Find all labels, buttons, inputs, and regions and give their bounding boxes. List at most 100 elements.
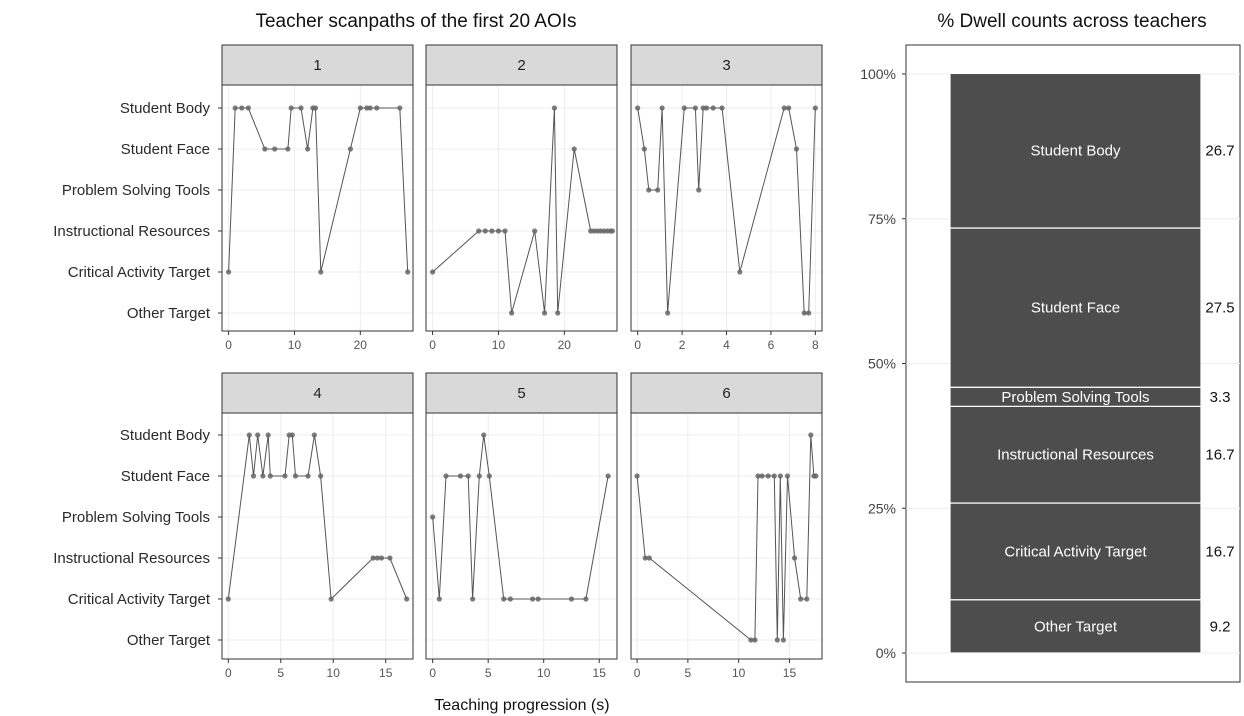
scanpath-point bbox=[642, 555, 648, 561]
y-tick-label: Student Body bbox=[120, 427, 211, 444]
scanpath-point bbox=[245, 105, 251, 111]
scanpath-point bbox=[812, 105, 818, 111]
scanpath-point bbox=[239, 105, 245, 111]
scanpath-point bbox=[646, 187, 652, 193]
x-tick-label: 15 bbox=[593, 666, 607, 680]
segment-label: Critical Activity Target bbox=[1004, 543, 1147, 560]
scanpath-point bbox=[318, 269, 324, 275]
scanpath-point bbox=[541, 310, 548, 316]
right-chart-title: % Dwell counts across teachers bbox=[937, 11, 1206, 32]
facet-strip-label: 2 bbox=[517, 57, 525, 74]
x-tick-label: 0 bbox=[225, 666, 232, 680]
scanpath-point bbox=[804, 596, 810, 602]
scanpath-point bbox=[265, 432, 271, 438]
facet-panel-4: 4 Student Body Student Face Problem Solving… bbox=[53, 372, 414, 680]
scanpath-point bbox=[374, 555, 380, 561]
scanpath-point bbox=[781, 105, 787, 111]
facet-strip-label: 1 bbox=[313, 57, 321, 74]
y-tick-label: Instructional Resources bbox=[53, 550, 210, 567]
scanpath-point bbox=[759, 473, 765, 479]
x-tick-label: 5 bbox=[485, 666, 492, 680]
facet-panel-3: 3 0 2 4 6 8 bbox=[630, 44, 823, 352]
scanpath-point bbox=[692, 105, 699, 111]
scanpath-point bbox=[813, 473, 819, 479]
scanpath-point bbox=[481, 432, 487, 438]
bar-segment bbox=[949, 405, 1202, 504]
scanpath-point bbox=[357, 105, 363, 111]
scanpath-point bbox=[801, 310, 807, 316]
scanpath-facets: 1 Student Body Student Face Problem Solving… bbox=[53, 44, 823, 680]
bar-segment bbox=[949, 72, 1202, 229]
scanpath-point bbox=[374, 105, 380, 111]
scanpath-point bbox=[225, 596, 231, 602]
scanpath-point bbox=[429, 269, 436, 275]
scanpath-point bbox=[665, 310, 671, 316]
facet-border bbox=[630, 412, 823, 660]
scanpath-point bbox=[571, 146, 577, 152]
segment-value: 3.3 bbox=[1210, 389, 1231, 406]
scanpath-point bbox=[786, 105, 792, 111]
facet-border bbox=[221, 412, 414, 660]
scanpath-point bbox=[784, 473, 791, 479]
scanpath-point bbox=[436, 596, 442, 602]
x-tick-label: 10 bbox=[288, 338, 302, 352]
x-tick-label: 0 bbox=[634, 666, 641, 680]
scanpath-point bbox=[774, 637, 780, 643]
scanpath-point bbox=[260, 473, 266, 479]
y-tick-label: 100% bbox=[860, 66, 896, 82]
scanpath-point bbox=[232, 105, 238, 111]
scanpath-point bbox=[655, 187, 661, 193]
bar-segment bbox=[949, 502, 1202, 601]
scanpath-point bbox=[641, 146, 647, 152]
scanpath-point bbox=[476, 228, 482, 234]
y-tick-label: 75% bbox=[868, 211, 896, 227]
x-tick-label: 10 bbox=[537, 666, 551, 680]
scanpath-point bbox=[530, 596, 536, 602]
scanpath-point bbox=[272, 146, 278, 152]
x-tick-label: 10 bbox=[492, 338, 506, 352]
scanpath-point bbox=[710, 105, 716, 111]
x-axis-title: Teaching progression (s) bbox=[434, 697, 609, 714]
scanpath-point bbox=[808, 432, 814, 438]
scanpath-point bbox=[430, 514, 436, 520]
y-tick-label: Problem Solving Tools bbox=[62, 182, 210, 199]
scanpath-point bbox=[777, 473, 783, 479]
scanpath-point bbox=[347, 146, 354, 152]
scanpath-point bbox=[502, 228, 508, 234]
scanpath-point bbox=[246, 432, 252, 438]
x-tick-label: 0 bbox=[634, 338, 641, 352]
x-tick-label: 10 bbox=[327, 666, 341, 680]
bar-segment bbox=[949, 227, 1202, 388]
facet-panel-5: 5 0 5 10 15 bbox=[425, 372, 618, 680]
scanpath-point bbox=[405, 269, 411, 275]
scanpath-point bbox=[696, 187, 702, 193]
scanpath-point bbox=[681, 105, 687, 111]
scanpath-point bbox=[298, 105, 304, 111]
scanpath-point bbox=[457, 473, 464, 479]
scanpath-point bbox=[289, 432, 295, 438]
scanpath-point bbox=[489, 228, 495, 234]
scanpath-point bbox=[465, 473, 471, 479]
scanpath-point bbox=[318, 473, 324, 479]
scanpath-point bbox=[397, 105, 403, 111]
scanpath-point bbox=[555, 310, 561, 316]
scanpath-point bbox=[765, 473, 771, 479]
y-tick-label: Instructional Resources bbox=[53, 223, 210, 240]
dwell-stacked-bar: 0% 25% 50% 75% 100% Other Target 9.2 Critical A… bbox=[860, 44, 1241, 683]
x-tick-label: 5 bbox=[685, 666, 692, 680]
segment-value: 16.7 bbox=[1205, 447, 1234, 464]
segment-value: 16.7 bbox=[1205, 543, 1234, 560]
y-tick-label: Other Target bbox=[127, 305, 211, 322]
scanpath-point bbox=[285, 146, 291, 152]
scanpath-point bbox=[262, 146, 268, 152]
segment-label: Student Body bbox=[1030, 143, 1121, 160]
facet-strip-label: 5 bbox=[517, 385, 525, 402]
scanpath-point bbox=[476, 473, 482, 479]
scanpath-point bbox=[312, 105, 319, 111]
scanpath-point bbox=[509, 310, 515, 316]
facet-panel-1: 1 Student Body Student Face Problem Solving… bbox=[53, 44, 414, 352]
scanpath-point bbox=[470, 596, 476, 602]
segment-label: Student Face bbox=[1031, 300, 1120, 317]
scanpath-point bbox=[311, 432, 317, 438]
